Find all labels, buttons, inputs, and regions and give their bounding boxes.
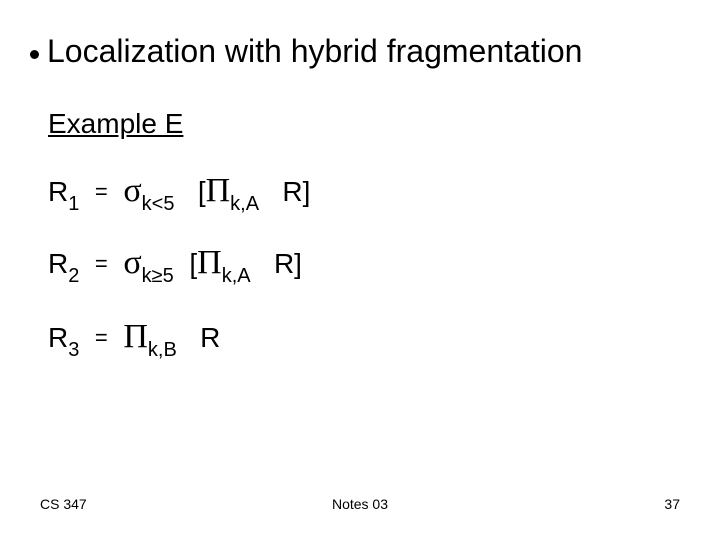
r1-sigma-sub: k<5 [142, 193, 175, 215]
pi-icon: Π [197, 244, 222, 281]
r2-pi-sub: k,A [222, 265, 251, 287]
r3-eq: = [95, 325, 108, 350]
r1-body: R [282, 176, 302, 207]
sigma-icon: σ [123, 244, 141, 281]
r2-lb: [ [189, 248, 197, 279]
example-label: Example E [48, 108, 183, 140]
slide-title: Localization with hybrid fragmentation [47, 33, 582, 70]
r1-rb: ] [303, 176, 311, 207]
r3-pi-sub: k,B [148, 339, 177, 361]
pi-icon: Π [123, 318, 148, 355]
equation-r2: R2 = σk≥5 [Πk,A R] [48, 244, 302, 286]
footer-center: Notes 03 [0, 496, 720, 512]
r1-idx: 1 [68, 193, 79, 215]
r1-R: R [48, 176, 68, 207]
r2-eq: = [95, 251, 108, 276]
equation-r1: R1 = σk<5 [Πk,A R] [48, 172, 310, 214]
r1-lb: [ [198, 176, 206, 207]
r2-rb: ] [294, 248, 302, 279]
r1-eq: = [95, 179, 108, 204]
r3-R: R [48, 322, 68, 353]
pi-icon: Π [206, 172, 231, 209]
footer-right: 37 [664, 496, 680, 512]
slide: Localization with hybrid fragmentation E… [0, 0, 720, 540]
equation-r3: R3 = Πk,B R [48, 318, 220, 360]
r3-body: R [200, 322, 220, 353]
title-row: Localization with hybrid fragmentation [30, 33, 582, 70]
bullet-icon [30, 50, 39, 59]
r2-R: R [48, 248, 68, 279]
r2-idx: 2 [68, 265, 79, 287]
r2-pad [174, 248, 182, 279]
r2-sigma-sub: k≥5 [142, 265, 174, 287]
r2-body: R [274, 248, 294, 279]
sigma-icon: σ [123, 172, 141, 209]
r3-idx: 3 [68, 339, 79, 361]
r1-pi-sub: k,A [230, 193, 259, 215]
